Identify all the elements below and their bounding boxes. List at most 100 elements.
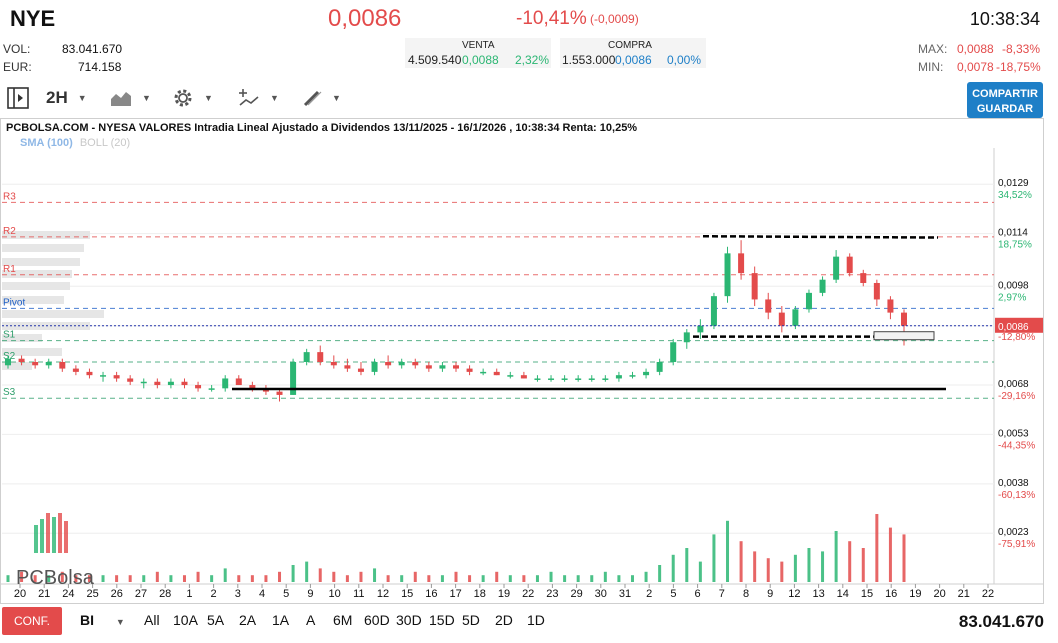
chart-type-selector[interactable]: ▼ — [110, 84, 151, 112]
period-5a[interactable]: 5A — [207, 612, 225, 628]
venta-box — [405, 38, 551, 68]
interval-selector[interactable]: 2H ▼ — [46, 84, 87, 112]
candle-body — [127, 378, 134, 382]
chevron-down-icon: ▼ — [204, 93, 213, 103]
candle-body — [561, 378, 568, 380]
venta-qty: 4.509.540 — [408, 53, 462, 67]
candle-body — [615, 375, 622, 379]
candle-body — [819, 279, 826, 293]
min-price: 0,0078 — [957, 60, 994, 74]
volume-bar — [20, 571, 24, 582]
candle-body — [480, 371, 487, 374]
x-tick-label: 18 — [474, 588, 486, 600]
volume-bar — [87, 575, 91, 582]
period-6m[interactable]: 6M — [333, 612, 353, 628]
volume-bar — [237, 575, 241, 582]
volume-bar — [305, 561, 309, 582]
volume-bar — [332, 571, 336, 582]
candle-body — [846, 256, 853, 274]
x-tick-label: 12 — [788, 588, 800, 600]
volume-bar — [182, 575, 186, 582]
candle-body — [371, 362, 378, 372]
volume-bar — [685, 548, 689, 582]
candle-body — [710, 296, 717, 326]
indicators-selector[interactable]: ▼ — [238, 84, 279, 112]
watermark-bar — [46, 513, 50, 553]
volume-bar — [726, 520, 730, 582]
x-tick-label: 5 — [283, 588, 289, 600]
volume-profile-bar — [2, 231, 90, 239]
candle-body — [520, 375, 527, 379]
volume-bar — [101, 575, 105, 582]
period-5d[interactable]: 5D — [462, 612, 480, 628]
volume-profile-bar — [2, 362, 32, 370]
candle-body — [778, 312, 785, 326]
period-10a[interactable]: 10A — [173, 612, 198, 628]
volume-bar — [753, 551, 757, 582]
candle-body — [765, 299, 772, 313]
candle-body — [167, 381, 174, 386]
x-tick-label: 31 — [619, 588, 631, 600]
candle-body — [412, 362, 419, 366]
volume-bar — [698, 561, 702, 582]
legend-boll[interactable]: BOLL (20) — [79, 137, 131, 149]
eur-value: 714.158 — [78, 60, 122, 74]
volume-bar — [821, 551, 825, 582]
period-a[interactable]: A — [306, 612, 316, 628]
x-tick-label: 25 — [86, 588, 98, 600]
x-tick-label: 30 — [595, 588, 607, 600]
candle-body — [534, 378, 541, 380]
config-button[interactable]: CONF. — [2, 607, 62, 635]
x-tick-label: 11 — [353, 588, 364, 600]
volume-profile-bar — [2, 244, 84, 252]
period-1a[interactable]: 1A — [272, 612, 290, 628]
settings-selector[interactable]: ▼ — [172, 84, 213, 112]
period-2a[interactable]: 2A — [239, 612, 257, 628]
y-tick-percent: 34,52% — [998, 190, 1032, 201]
volume-bar — [345, 575, 349, 582]
ticker-symbol: NYE — [10, 6, 56, 31]
volume-bar — [481, 575, 485, 582]
volume-bar — [386, 575, 390, 582]
candle-body — [317, 352, 324, 362]
y-tick-percent: -75,91% — [998, 539, 1035, 550]
volume-bar — [440, 575, 444, 582]
compra-qty: 1.553.000 — [562, 53, 616, 67]
venta-label: VENTA — [462, 40, 495, 51]
period-type-selector[interactable]: BI ▼ — [80, 612, 125, 628]
share-save-button[interactable]: COMPARTIR GUARDAR — [967, 82, 1043, 118]
candle-body — [32, 362, 39, 366]
volume-bar — [671, 554, 675, 582]
volume-bar — [196, 571, 200, 582]
period-2d[interactable]: 2D — [495, 612, 513, 628]
x-tick-label: 29 — [570, 588, 582, 600]
period-1d[interactable]: 1D — [527, 612, 545, 628]
draw-tools-selector[interactable]: ▼ — [302, 84, 341, 112]
y-tick-label: 0,0068 — [998, 379, 1029, 390]
candle-body — [453, 365, 459, 369]
volume-profile-bar — [2, 334, 42, 342]
x-tick-label: 14 — [837, 588, 849, 600]
candle-body — [439, 365, 446, 369]
period-60d[interactable]: 60D — [364, 612, 390, 628]
candle-body — [792, 309, 799, 326]
period-all[interactable]: All — [144, 612, 160, 628]
x-tick-label: 8 — [743, 588, 749, 600]
x-tick-label: 4 — [259, 588, 265, 600]
panel-toggle-button[interactable] — [6, 84, 30, 112]
volume-bar — [658, 565, 662, 582]
gear-icon — [174, 89, 192, 107]
legend-sma[interactable]: SMA (100) — [20, 137, 73, 149]
candle-body — [195, 385, 202, 389]
period-15d[interactable]: 15D — [429, 612, 455, 628]
volume-bar — [264, 575, 268, 582]
change-percent: -10,41% — [516, 8, 587, 29]
x-tick-label: 10 — [328, 588, 340, 600]
period-30d[interactable]: 30D — [396, 612, 422, 628]
volume-bar — [508, 575, 512, 582]
min-label: MIN: — [918, 60, 944, 74]
volume-bar — [590, 575, 594, 582]
chevron-down-icon: ▼ — [332, 93, 341, 103]
candle-body — [59, 362, 66, 369]
